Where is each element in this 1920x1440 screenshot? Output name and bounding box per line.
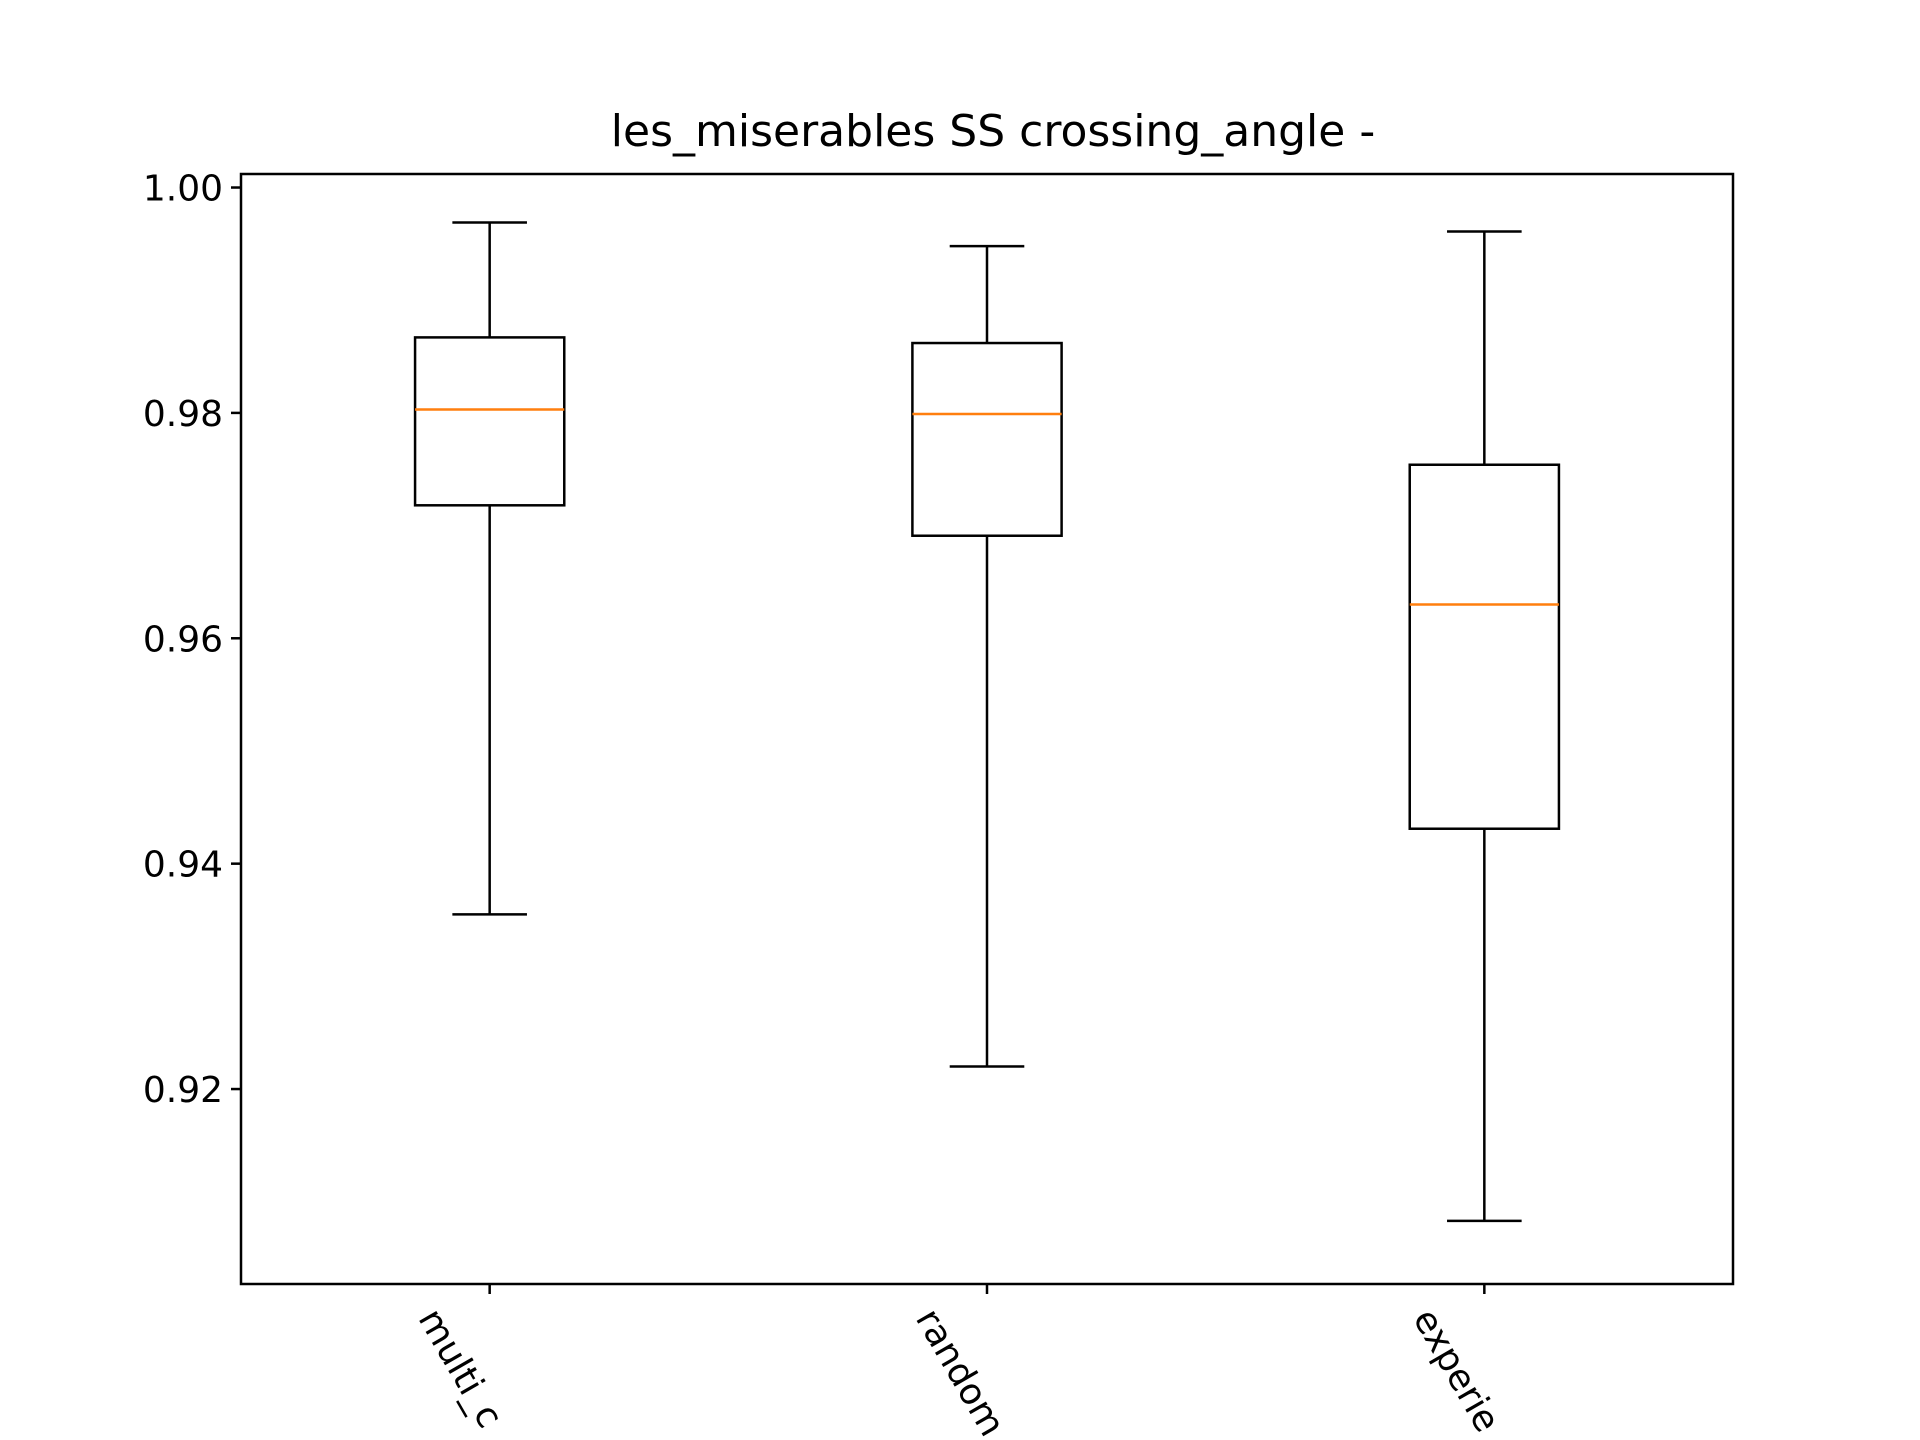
y-tick-label: 1.00 <box>143 169 223 210</box>
y-tick-label: 0.98 <box>143 394 223 435</box>
y-axis: 0.92 0.94 0.96 0.98 1.00 <box>143 169 241 1111</box>
boxes-group <box>413 221 1561 1223</box>
plot-area-frame <box>239 172 1735 1286</box>
chart-title: les_miserables SS crossing_angle - <box>611 106 1375 157</box>
y-tick-label: 0.96 <box>143 619 223 660</box>
iqr-box <box>413 336 566 507</box>
box-2 <box>911 244 1063 1068</box>
y-tick-label: 0.92 <box>143 1070 223 1111</box>
box-3 <box>1408 230 1561 1223</box>
y-tick-label: 0.94 <box>143 845 223 886</box>
box-1 <box>413 221 566 916</box>
iqr-box <box>911 341 1063 537</box>
iqr-box <box>1408 463 1561 830</box>
